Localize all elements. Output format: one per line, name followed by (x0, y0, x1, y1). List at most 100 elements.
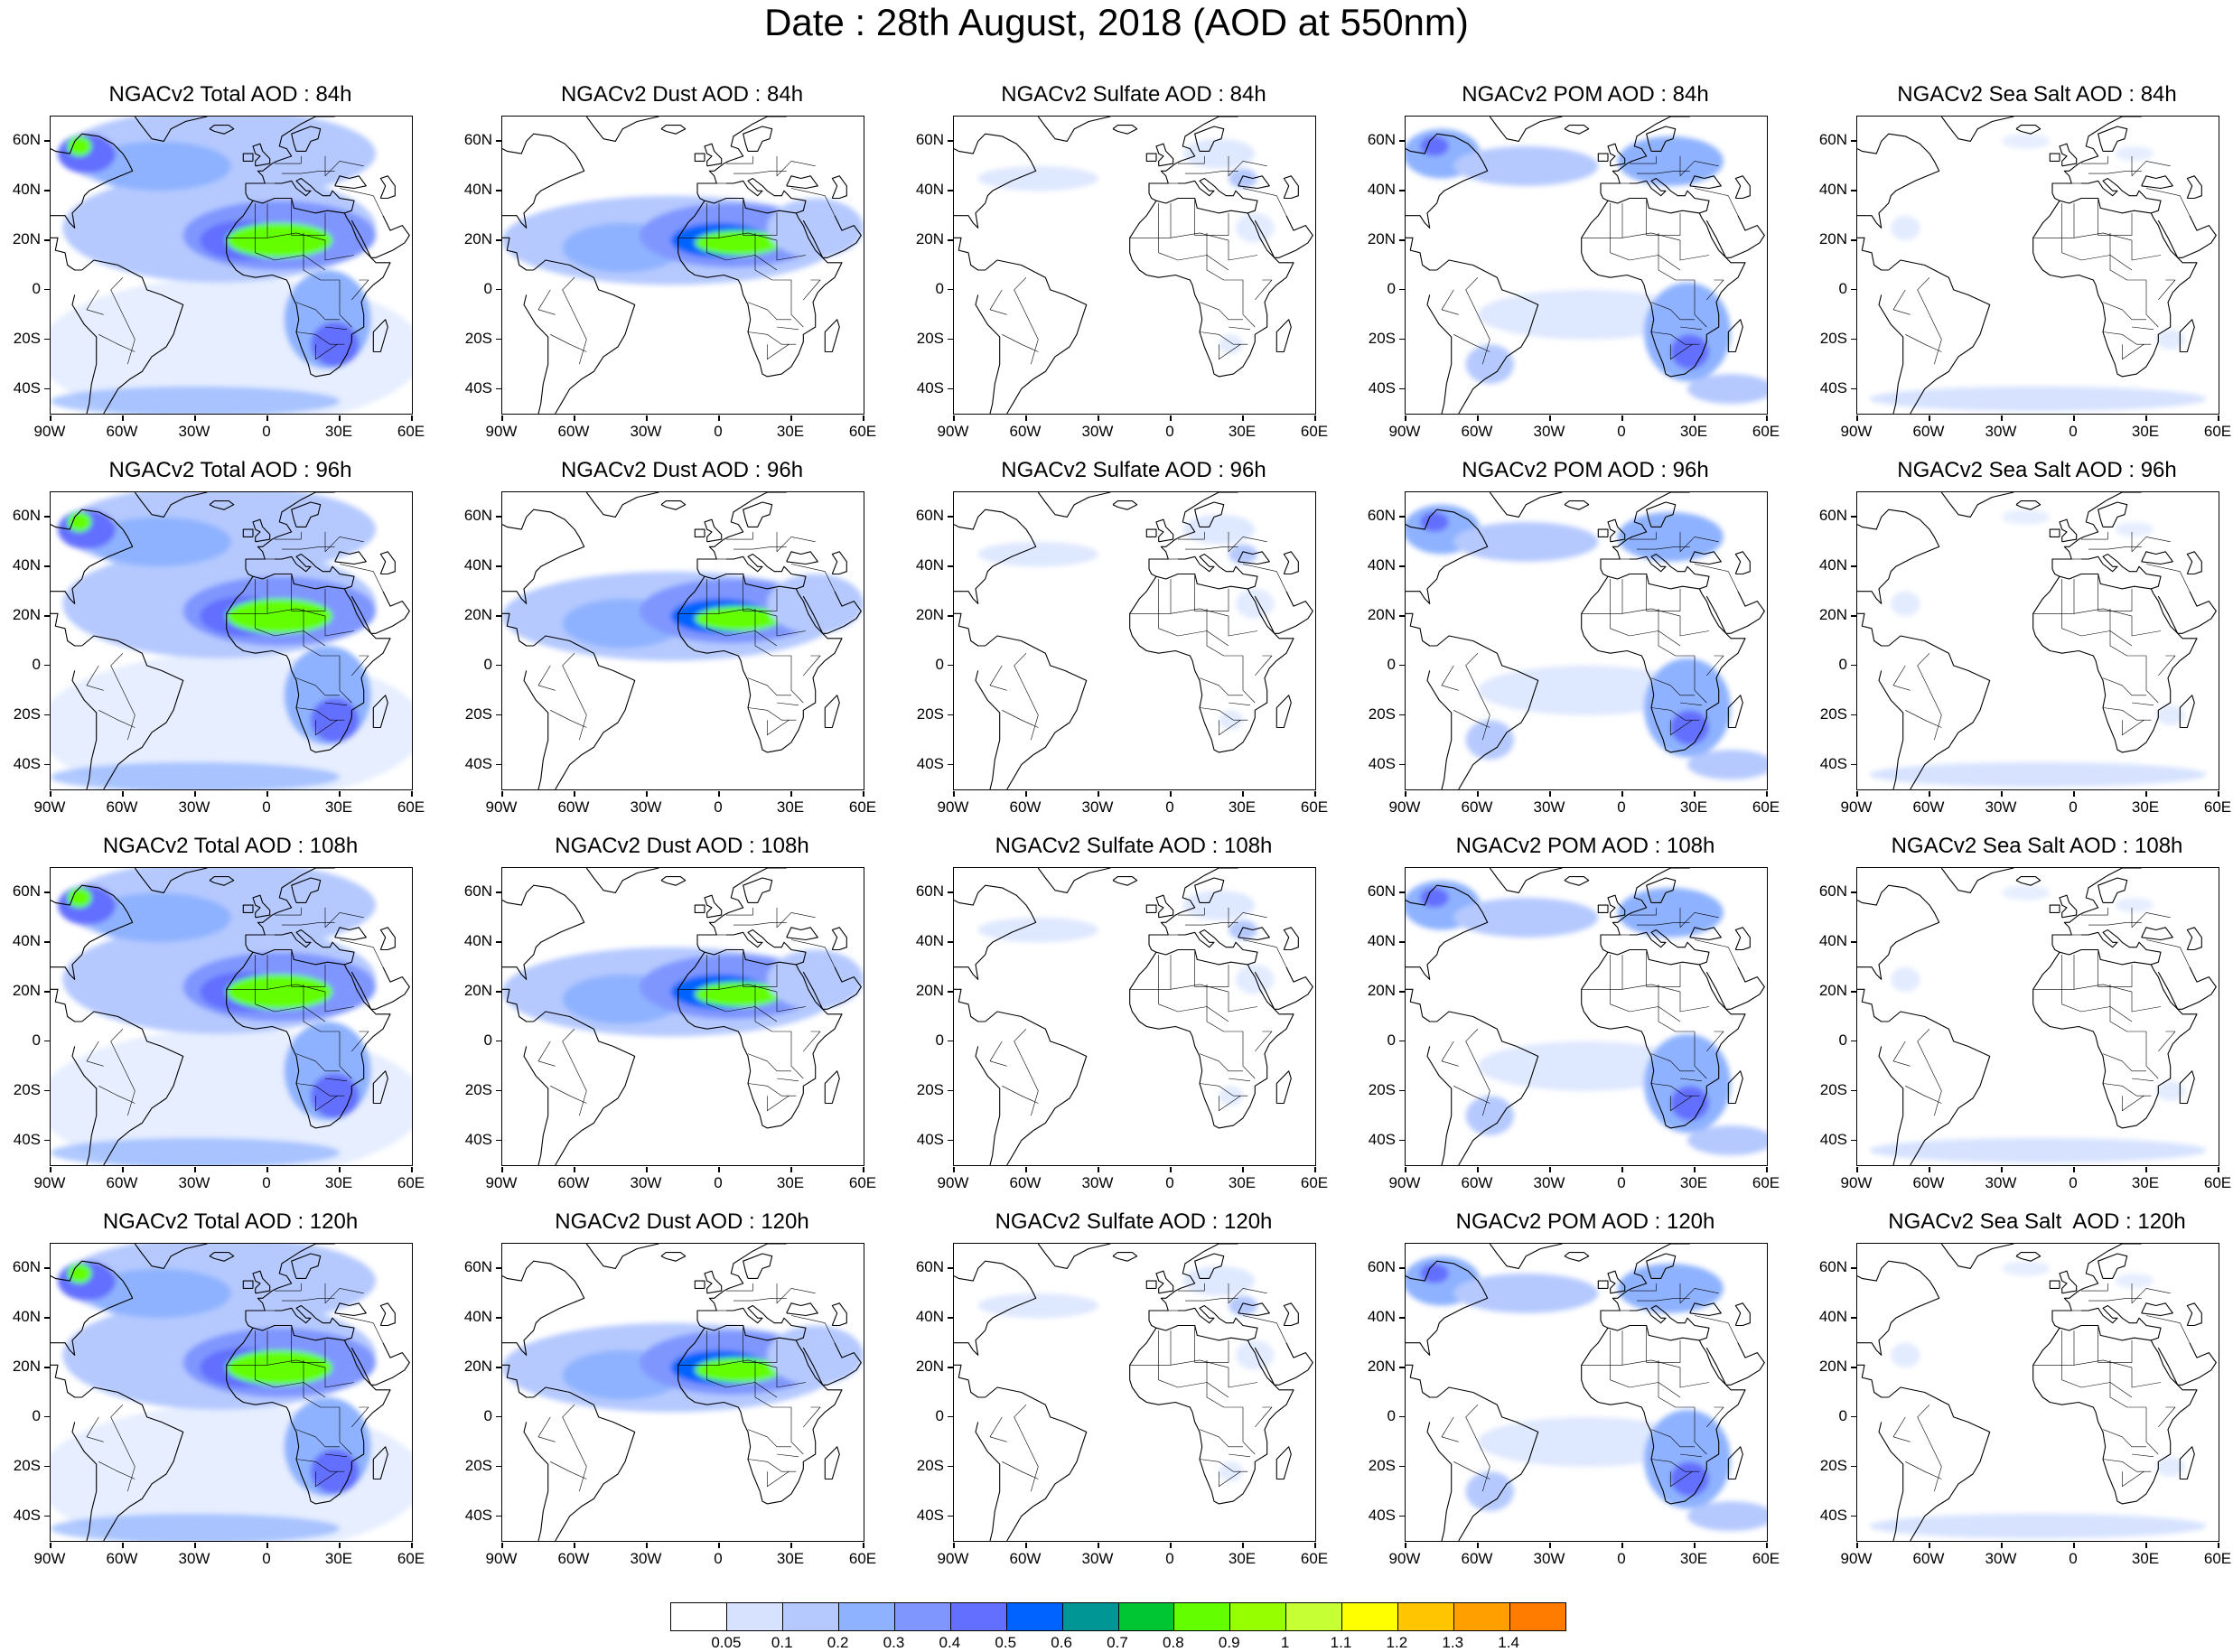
coastline (2015, 1252, 2041, 1262)
coastline (252, 573, 345, 590)
map-panel: NGACv2 Dust AOD : 120h 60N 40N 20N 0 20S 40S 90… (464, 1210, 881, 1567)
country-border (754, 984, 804, 1079)
country-border (1694, 939, 1739, 967)
coastline (252, 518, 271, 543)
lat-tick-label: 20S (13, 1456, 41, 1474)
coastline (2186, 1302, 2202, 1327)
lon-tick (122, 1167, 124, 1172)
lat-tick (1851, 714, 1856, 716)
aod-plume (1219, 334, 1243, 355)
map-panel: NGACv2 Sea Salt AOD : 96h 60N 40N 20N 0 20S 40… (1819, 459, 2233, 816)
country-border (1194, 198, 1229, 236)
lon-tick-label: 0 (1617, 1550, 1626, 1567)
map-panel: NGACv2 POM AOD : 120h 60N 40N 20N 0 20S 40S 90W… (1368, 1210, 1784, 1567)
aod-plume (1891, 1342, 1920, 1368)
coastline (1254, 591, 1313, 634)
country-border (295, 1053, 340, 1072)
aod-map (1857, 1244, 2217, 1541)
coastline (1406, 884, 1489, 980)
coastline (1734, 1302, 1751, 1327)
coastline (975, 294, 1001, 414)
coastline (824, 1070, 840, 1105)
coastline (1607, 143, 1626, 167)
lon-tick (863, 1167, 864, 1172)
lat-tick-label: 20S (1819, 705, 1847, 723)
country-border (1610, 955, 1681, 1022)
map-frame (50, 867, 413, 1166)
colorbar-swatch (1230, 1603, 1287, 1630)
coastline (523, 294, 549, 414)
country-border (1706, 279, 1724, 301)
country-border (2098, 1325, 2133, 1363)
aod-plume (1229, 919, 1257, 940)
lat-tick (1851, 338, 1856, 341)
lat-tick-label: 0 (1387, 1031, 1396, 1049)
country-border (1242, 939, 1287, 967)
coastline (226, 1244, 391, 1505)
country-border (1199, 677, 1243, 696)
country-border (1218, 1470, 1241, 1488)
coastline (954, 1364, 986, 1398)
country-border (295, 302, 340, 321)
country-border (776, 1078, 799, 1082)
aod-field (1869, 509, 2207, 788)
country-border (2102, 1053, 2146, 1072)
country-border (2121, 343, 2144, 360)
coastline (252, 1270, 271, 1294)
country-border (1917, 1404, 1942, 1492)
lat-tick-label: 40N (915, 932, 944, 950)
country-border (1892, 1041, 1911, 1067)
aod-plume (1453, 1273, 1599, 1313)
map-panel: NGACv2 Total AOD : 96h 60N 40N 20N 0 20S 40S 90… (13, 459, 429, 816)
country-border (2088, 546, 2142, 550)
lat-tick-label: 0 (1387, 1406, 1396, 1424)
lon-tick (194, 1543, 196, 1548)
country-border (706, 579, 778, 647)
aod-plume (1869, 386, 2207, 412)
country-border (1892, 289, 1911, 315)
lat-tick (496, 615, 501, 617)
lon-tick-label: 60E (2203, 1550, 2232, 1567)
aod-plume (1465, 1471, 1514, 1512)
country-border (776, 1453, 799, 1458)
lat-tick (1851, 1415, 1856, 1418)
lat-tick (948, 615, 953, 617)
lon-tick-label: 60W (1009, 423, 1042, 440)
country-border (1228, 1078, 1251, 1082)
lat-tick (1399, 1267, 1405, 1269)
coastline (985, 1011, 1088, 1165)
coastline (350, 215, 410, 258)
lat-tick-label: 40N (915, 556, 944, 574)
country-border (1194, 574, 1229, 611)
country-border (1581, 1359, 1710, 1388)
aod-plume (1236, 212, 1275, 243)
coastline (134, 492, 208, 518)
lon-tick-label: 30W (1985, 423, 2017, 440)
aod-plume (1229, 1295, 1257, 1316)
country-border (1218, 343, 1241, 360)
country-border (291, 574, 326, 611)
country-border (989, 665, 1007, 691)
coastline (1283, 175, 1299, 200)
lon-tick (2073, 415, 2075, 421)
lon-tick-label: 60W (106, 1550, 138, 1567)
coastline (1940, 1244, 2014, 1269)
coastline (1878, 294, 1904, 414)
coastline (2059, 573, 2152, 590)
lon-tick-label: 60W (557, 1174, 590, 1191)
coastline (1581, 492, 1746, 753)
lon-tick-label: 30W (1985, 1550, 2017, 1567)
country-border (1637, 921, 1690, 926)
map-frame (1405, 491, 1768, 790)
country-border (1581, 232, 1710, 261)
aod-plume (226, 222, 332, 258)
country-border (1892, 665, 1911, 691)
coastline (51, 884, 134, 980)
coastline (1238, 1302, 1270, 1317)
coastline (2098, 126, 2128, 152)
coastline (786, 175, 818, 190)
coastline (1129, 492, 1294, 753)
country-border (1242, 188, 1287, 216)
lat-tick-label: 20S (916, 1080, 944, 1098)
country-border (790, 564, 836, 592)
